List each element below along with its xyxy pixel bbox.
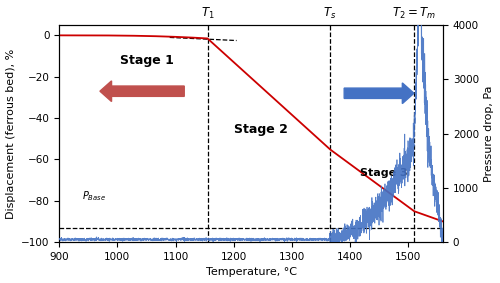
Y-axis label: Pressure drop, Pa: Pressure drop, Pa xyxy=(484,85,494,182)
Text: Stage 3: Stage 3 xyxy=(360,168,408,178)
FancyArrow shape xyxy=(344,83,414,104)
Text: Stage 1: Stage 1 xyxy=(120,54,174,67)
Text: Stage 2: Stage 2 xyxy=(234,123,287,136)
Text: $T_s$: $T_s$ xyxy=(323,6,336,21)
Y-axis label: Displacement (ferrous bed), %: Displacement (ferrous bed), % xyxy=(6,48,16,219)
Text: $T_2$$=$$T_m$: $T_2$$=$$T_m$ xyxy=(392,6,436,21)
X-axis label: Temperature, °C: Temperature, °C xyxy=(206,267,296,277)
FancyArrow shape xyxy=(100,81,184,102)
Text: $P_{Base}$: $P_{Base}$ xyxy=(82,189,106,203)
Text: $T_1$: $T_1$ xyxy=(200,6,214,21)
